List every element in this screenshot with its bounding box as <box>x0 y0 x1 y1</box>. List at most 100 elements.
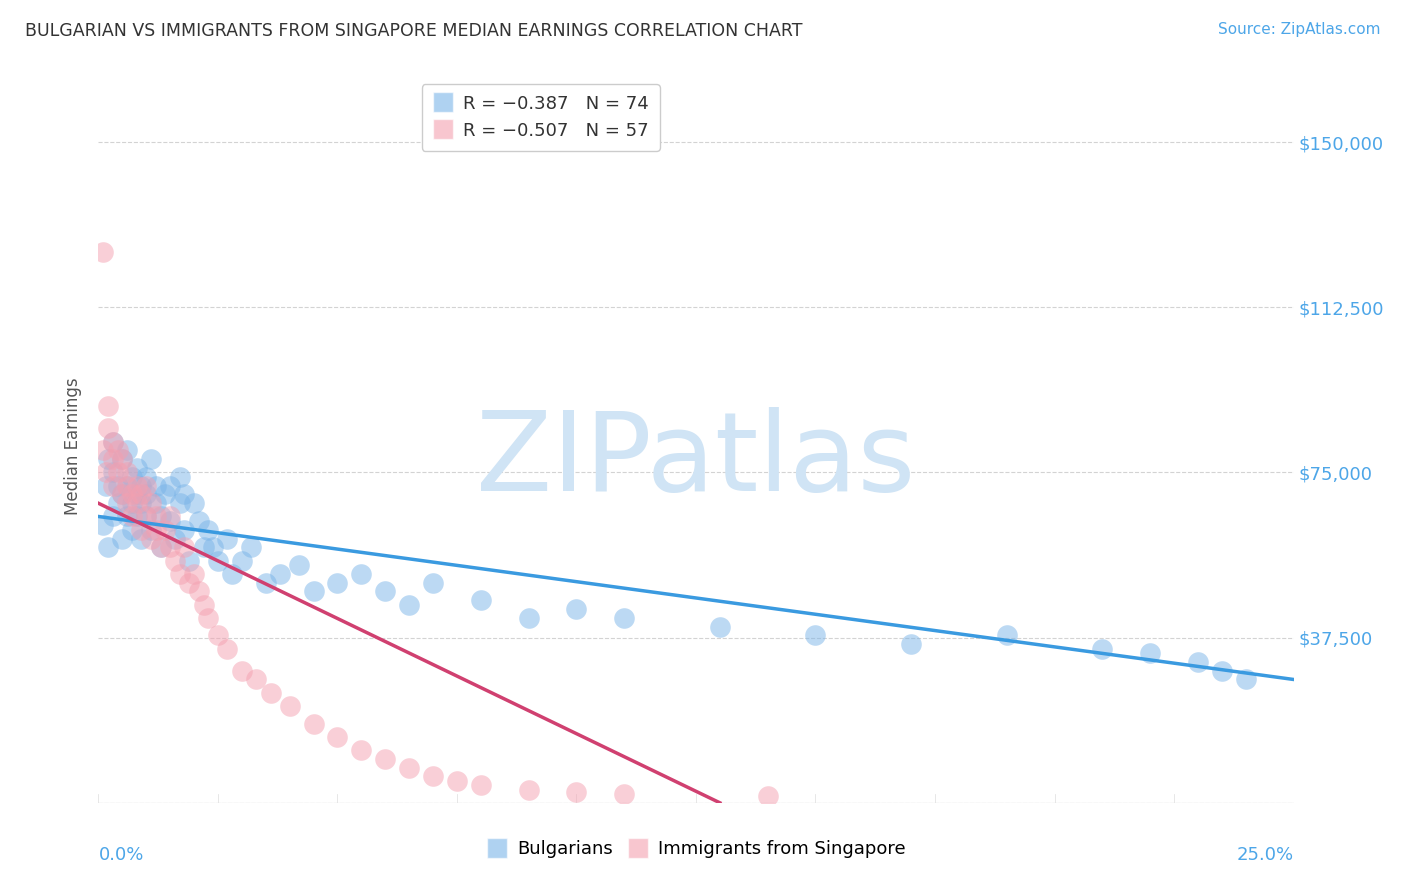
Point <box>350 566 373 581</box>
Text: BULGARIAN VS IMMIGRANTS FROM SINGAPORE MEDIAN EARNINGS CORRELATION CHART: BULGARIAN VS IMMIGRANTS FROM SINGAPORE M… <box>25 22 803 40</box>
Text: 0.0%: 0.0% <box>98 846 143 863</box>
Point <box>398 598 420 612</box>
Point <box>1234 673 1257 687</box>
Point <box>107 496 129 510</box>
Point <box>900 637 922 651</box>
Y-axis label: Median Earnings: Median Earnings <box>65 377 83 515</box>
Point <box>131 487 153 501</box>
Point <box>804 628 827 642</box>
Point <box>565 602 588 616</box>
Point <box>97 541 120 555</box>
Point <box>217 532 239 546</box>
Point <box>94 478 117 492</box>
Point <box>125 487 148 501</box>
Point <box>159 509 181 524</box>
Point <box>155 487 177 501</box>
Point <box>756 789 779 804</box>
Point <box>101 478 124 492</box>
Point <box>111 487 134 501</box>
Point <box>169 496 191 510</box>
Point <box>107 466 129 480</box>
Point <box>187 514 209 528</box>
Point <box>173 541 195 555</box>
Point <box>94 466 117 480</box>
Point <box>97 421 120 435</box>
Point <box>91 443 114 458</box>
Point <box>145 523 167 537</box>
Point <box>1211 664 1233 678</box>
Point <box>139 496 162 510</box>
Point <box>149 541 172 555</box>
Point <box>326 575 349 590</box>
Point <box>202 541 225 555</box>
Point <box>278 698 301 713</box>
Point <box>183 496 205 510</box>
Point <box>139 532 162 546</box>
Point <box>131 523 153 537</box>
Point <box>135 509 157 524</box>
Point <box>446 773 468 788</box>
Text: Source: ZipAtlas.com: Source: ZipAtlas.com <box>1218 22 1381 37</box>
Point <box>131 496 153 510</box>
Point <box>269 566 291 581</box>
Point <box>159 478 181 492</box>
Point <box>613 787 636 801</box>
Point <box>517 611 540 625</box>
Point <box>135 478 157 492</box>
Point <box>422 575 444 590</box>
Point <box>135 509 157 524</box>
Point <box>1187 655 1209 669</box>
Point <box>121 487 143 501</box>
Point <box>101 509 124 524</box>
Point <box>288 558 311 572</box>
Point <box>163 532 186 546</box>
Point <box>155 523 177 537</box>
Point <box>193 598 215 612</box>
Point <box>221 566 243 581</box>
Point <box>107 443 129 458</box>
Point <box>135 470 157 484</box>
Point <box>97 400 120 414</box>
Point <box>101 466 124 480</box>
Point <box>217 641 239 656</box>
Point <box>163 553 186 567</box>
Point <box>470 778 492 792</box>
Point <box>125 461 148 475</box>
Point <box>145 478 167 492</box>
Point <box>121 496 143 510</box>
Point <box>207 628 229 642</box>
Point <box>374 584 396 599</box>
Point <box>159 514 181 528</box>
Point <box>149 509 172 524</box>
Point <box>302 584 325 599</box>
Point <box>326 730 349 744</box>
Point <box>139 452 162 467</box>
Point <box>179 553 201 567</box>
Point <box>121 470 143 484</box>
Point <box>149 541 172 555</box>
Point <box>115 478 138 492</box>
Point <box>197 611 219 625</box>
Point <box>193 541 215 555</box>
Legend: Bulgarians, Immigrants from Singapore: Bulgarians, Immigrants from Singapore <box>479 833 912 865</box>
Point <box>111 452 134 467</box>
Point <box>101 452 124 467</box>
Point <box>145 509 167 524</box>
Point <box>197 523 219 537</box>
Point <box>115 496 138 510</box>
Point <box>111 532 134 546</box>
Point <box>231 664 253 678</box>
Point <box>245 673 267 687</box>
Point <box>254 575 277 590</box>
Point <box>187 584 209 599</box>
Point <box>169 566 191 581</box>
Point <box>125 496 148 510</box>
Point <box>259 686 281 700</box>
Point <box>470 593 492 607</box>
Point <box>91 245 114 260</box>
Point <box>207 553 229 567</box>
Point <box>173 487 195 501</box>
Point <box>125 478 148 492</box>
Point <box>565 785 588 799</box>
Point <box>111 452 134 467</box>
